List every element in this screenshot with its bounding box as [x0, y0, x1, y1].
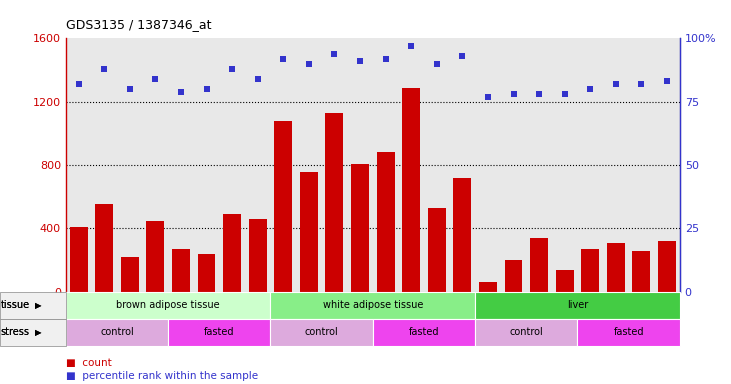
Text: ▶: ▶: [35, 301, 42, 310]
Point: [482, 94, 494, 100]
Bar: [300, 172, 318, 292]
Text: control: control: [305, 327, 338, 337]
Bar: [95, 204, 113, 292]
Bar: [607, 243, 625, 292]
Text: control: control: [100, 327, 134, 337]
Text: ■  count: ■ count: [66, 358, 112, 368]
Point: [73, 81, 84, 87]
Bar: [658, 241, 676, 292]
Point: [585, 86, 596, 92]
Bar: [479, 282, 497, 292]
Text: fasted: fasted: [204, 327, 235, 337]
Text: liver: liver: [567, 300, 588, 310]
Bar: [197, 254, 216, 292]
Bar: [172, 249, 190, 292]
Text: control: control: [510, 327, 543, 337]
Bar: [402, 88, 420, 292]
Point: [226, 66, 238, 72]
Bar: [504, 260, 523, 292]
Point: [329, 51, 341, 57]
Bar: [376, 152, 395, 292]
Point: [200, 86, 212, 92]
Point: [98, 66, 110, 72]
Point: [456, 53, 469, 59]
Point: [354, 58, 366, 64]
Text: white adipose tissue: white adipose tissue: [322, 300, 423, 310]
Point: [661, 78, 673, 84]
Point: [610, 81, 621, 87]
Point: [431, 61, 442, 67]
Point: [277, 56, 289, 62]
Point: [124, 86, 136, 92]
Bar: [69, 227, 88, 292]
Point: [303, 61, 315, 67]
Text: fasted: fasted: [613, 327, 644, 337]
Text: stress: stress: [1, 327, 30, 337]
Point: [251, 76, 263, 82]
Point: [558, 91, 570, 97]
Bar: [632, 251, 651, 292]
Point: [534, 91, 545, 97]
Bar: [556, 270, 574, 292]
Bar: [223, 214, 241, 292]
Text: GDS3135 / 1387346_at: GDS3135 / 1387346_at: [66, 18, 211, 31]
Text: fasted: fasted: [409, 327, 439, 337]
Point: [405, 43, 417, 49]
Bar: [428, 208, 446, 292]
Text: ▶: ▶: [35, 301, 42, 310]
Text: tissue: tissue: [1, 300, 30, 310]
Bar: [249, 219, 267, 292]
Point: [635, 81, 648, 87]
Text: stress: stress: [1, 327, 30, 337]
Bar: [453, 178, 471, 292]
Point: [175, 89, 187, 95]
Text: ■  percentile rank within the sample: ■ percentile rank within the sample: [66, 371, 258, 381]
Bar: [274, 121, 292, 292]
Bar: [146, 220, 164, 292]
Bar: [581, 249, 599, 292]
Bar: [351, 164, 369, 292]
Bar: [530, 238, 548, 292]
Text: ▶: ▶: [35, 328, 42, 337]
Text: ▶: ▶: [35, 328, 42, 337]
Text: brown adipose tissue: brown adipose tissue: [116, 300, 220, 310]
Text: tissue: tissue: [1, 300, 30, 310]
Point: [149, 76, 161, 82]
Bar: [121, 257, 139, 292]
Point: [380, 56, 392, 62]
Point: [507, 91, 519, 97]
Bar: [325, 113, 344, 292]
